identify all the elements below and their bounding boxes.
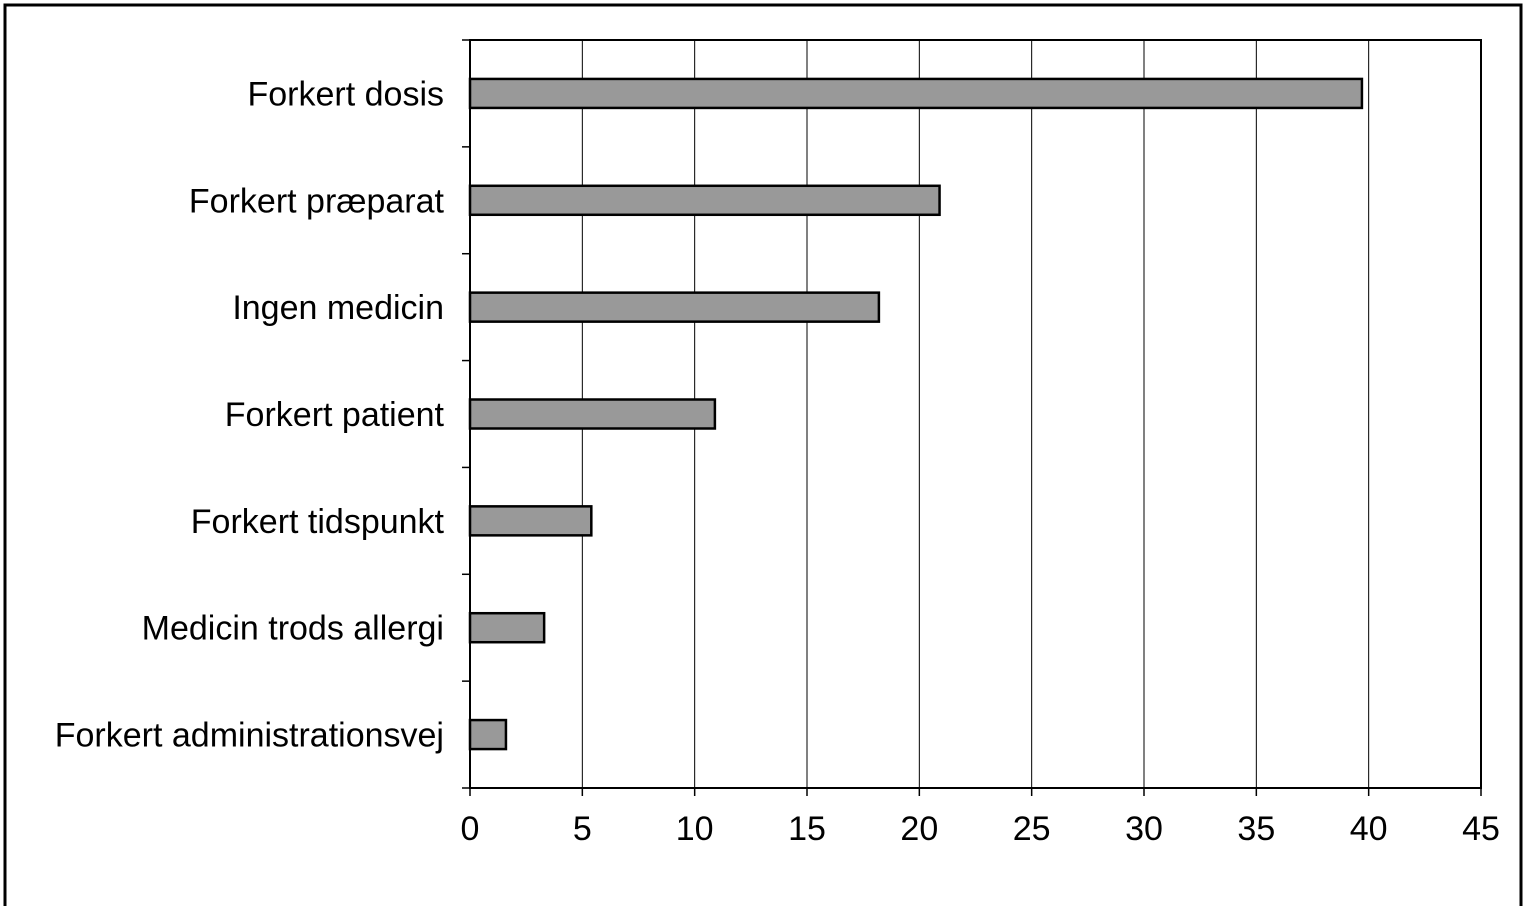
bar — [468, 398, 717, 430]
x-tick-label: 30 — [1125, 810, 1163, 848]
x-tick-label: 10 — [676, 810, 714, 848]
category-label: Forkert dosis — [248, 75, 445, 113]
category-label: Forkert patient — [225, 396, 445, 434]
x-tick-label: 15 — [788, 810, 826, 848]
category-label: Ingen medicin — [232, 289, 444, 327]
plot-area-border — [469, 39, 1482, 789]
x-tick-label: 45 — [1462, 810, 1500, 848]
category-label: Forkert administrationsvej — [55, 717, 444, 755]
bar — [468, 291, 881, 323]
x-tick-label: 25 — [1013, 810, 1051, 848]
category-label: Forkert tidspunkt — [191, 503, 445, 541]
gridlines — [581, 40, 1370, 788]
category-label: Forkert præparat — [189, 182, 445, 220]
bar — [468, 718, 508, 751]
bar — [468, 184, 941, 217]
x-tick-label: 40 — [1350, 810, 1388, 848]
bar — [468, 505, 593, 537]
axis-labels: 0 5 10 15 20 25 30 35 40 45 Forkert dosis Forkert p… — [55, 75, 1500, 848]
bar — [468, 611, 546, 644]
bar — [468, 77, 1364, 110]
category-label: Medicin trods allergi — [142, 610, 444, 648]
x-tick-label: 0 — [461, 810, 480, 848]
x-tick-label: 35 — [1237, 810, 1275, 848]
axis-ticks — [462, 39, 1482, 796]
x-tick-label: 5 — [573, 810, 592, 848]
chart-outer-border — [3, 3, 1523, 911]
x-tick-label: 20 — [900, 810, 938, 848]
